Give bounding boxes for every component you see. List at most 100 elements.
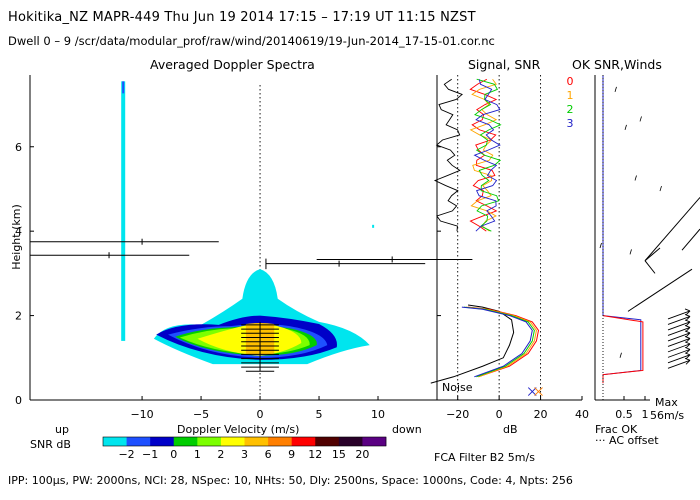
beam-1-upper-line [469, 78, 498, 232]
wind-arrow-head [685, 321, 691, 327]
colorbar-swatch [244, 437, 269, 446]
colorbar-swatch [173, 437, 198, 446]
wind-arrow [667, 337, 691, 347]
snr-panel-title: Signal, SNR [468, 57, 541, 72]
header-title: Hokitika_NZ MAPR-449 Thu Jun 19 2014 17:… [8, 10, 476, 25]
max-label: Max [655, 396, 678, 409]
header-dwell-path: Dwell 0 – 9 /scr/data/modular_prof/raw/w… [8, 34, 495, 48]
wind-barb-small [614, 86, 617, 92]
frac-ok-label: Frac OK [595, 423, 638, 436]
snr-x-tick-label: −20 [446, 408, 469, 421]
beam-2-line [463, 306, 535, 378]
max-value: 56m/s [650, 409, 685, 422]
wind-barb-small [639, 116, 642, 122]
colorbar-swatch [220, 437, 245, 446]
wind-arrow-head [685, 310, 691, 316]
wind-arrow [667, 316, 691, 325]
heatmap-clutter-column [121, 81, 126, 341]
wind-barb-small [629, 249, 632, 255]
heatmap-clutter-column-top [122, 81, 125, 94]
wind-arrow-large-head [644, 247, 661, 262]
height-tick-label: 6 [15, 141, 22, 154]
height-tick-label: 4 [15, 225, 22, 238]
beam-legend-1: 1 [567, 89, 574, 102]
wind-barb-small [599, 242, 602, 249]
wind-arrow [667, 321, 691, 331]
colorbar-swatch [362, 437, 387, 446]
colorbar-swatch [338, 437, 363, 446]
beam-3-upper-line [473, 79, 501, 232]
velocity-tick-label: −5 [193, 408, 209, 421]
up-label: up [55, 423, 69, 436]
colorbar-tick-label: 20 [355, 448, 369, 461]
ok-panel-title: OK SNR,Winds [572, 57, 662, 72]
wind-arrow [667, 354, 691, 364]
wind-arrow-head [684, 346, 691, 350]
wind-arrow-head [685, 338, 691, 343]
wind-arrow-head [684, 314, 691, 317]
beam-legend-2: 2 [567, 103, 574, 116]
colorbar-tick-label: −2 [118, 448, 134, 461]
colorbar-tick-label: 9 [288, 448, 295, 461]
beam-legend-0: 0 [567, 75, 574, 88]
wind-arrow-head [685, 343, 691, 349]
colorbar-tick-label: 12 [308, 448, 322, 461]
wind-arrow-head [685, 327, 691, 332]
noise-label: Noise [442, 381, 473, 394]
wind-arrow [667, 326, 691, 336]
x-axis-label: Doppler Velocity (m/s) [177, 423, 300, 436]
wind-arrow-head [685, 349, 691, 354]
noise-upper-line [433, 78, 463, 232]
colorbar-label: SNR dB [30, 438, 71, 451]
wind-arrow-head [684, 335, 691, 339]
colorbar-frame [102, 436, 387, 447]
snr-x-tick-label: 40 [575, 408, 589, 421]
beam-legend-3: 3 [567, 117, 574, 130]
footer-parameters: IPP: 100μs, PW: 2000ns, NCI: 28, NSpec: … [8, 474, 573, 487]
wind-arrow-head [685, 354, 691, 360]
wind-barb-small [634, 175, 637, 181]
wind-arrow-head [684, 330, 691, 334]
noise-series-line [430, 304, 515, 384]
wind-arrow [667, 348, 691, 358]
wind-arrow-head [685, 316, 691, 321]
beam-2-upper-line [474, 78, 502, 232]
wind-arrow-large [681, 228, 700, 251]
colorbar-tick-label: 15 [332, 448, 346, 461]
wind-arrow-head [684, 352, 691, 356]
wind-arrow [667, 310, 691, 320]
colorbar-swatch [103, 437, 127, 446]
wind-arrow-large-head [644, 260, 656, 274]
heatmap-fleck [372, 224, 375, 228]
wind-barb-small [624, 124, 627, 130]
fca-filter-label: FCA Filter B2 5m/s [434, 451, 535, 464]
colorbar-tick-label: 0 [170, 448, 177, 461]
wind-arrow-head [684, 357, 691, 361]
snr-x-marker [527, 387, 537, 396]
wind-arrow-head [685, 332, 691, 338]
colorbar-tick-label: 1 [194, 448, 201, 461]
wind-arrow [667, 343, 691, 353]
frac-ok-line-red [602, 315, 644, 384]
down-label: down [392, 423, 422, 436]
wind-arrow-head [685, 360, 691, 365]
colorbar-swatch [291, 437, 316, 446]
colorbar-swatch [197, 437, 222, 446]
velocity-tick-label: 10 [371, 408, 385, 421]
snr-x-tick-label: 20 [534, 408, 548, 421]
wind-arrow-head [684, 308, 691, 312]
colorbar-tick-label: 3 [241, 448, 248, 461]
wind-arrow [667, 359, 691, 369]
wind-arrow-head [684, 341, 691, 345]
wind-arrow-head [684, 319, 691, 323]
snr-x-label: dB [503, 423, 518, 436]
height-tick-label: 0 [15, 394, 22, 407]
ac-offset-label: ··· AC offset [595, 434, 659, 447]
wind-arrow-large [644, 197, 700, 262]
height-tick-label: 2 [15, 310, 22, 323]
wind-arrow [667, 332, 691, 342]
colorbar-swatch [268, 437, 292, 446]
velocity-tick-label: 5 [316, 408, 323, 421]
beam-3-line [461, 306, 533, 378]
colorbar-tick-label: 2 [217, 448, 224, 461]
